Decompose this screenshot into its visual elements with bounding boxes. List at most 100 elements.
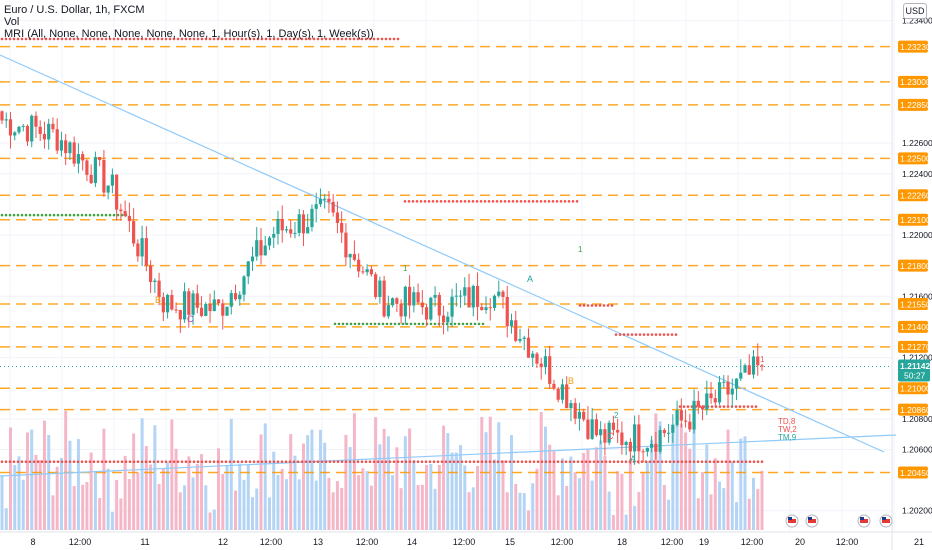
level-tag-bg [898,98,928,111]
mri-dot [56,213,60,217]
level-price-tag: 1.21270 [898,340,931,353]
mri-dot [108,37,112,41]
price-tick-label: 1.22000 [902,230,932,240]
volume-bar [21,479,25,530]
level-price-tag: 1.23230 [898,40,931,53]
mri-dot [484,460,488,464]
volume-bar [420,484,424,530]
volume-bar [374,417,378,530]
mri-dot [160,460,164,464]
mri-dot [292,460,296,464]
mri-dot [594,304,598,307]
mri-dot [365,322,369,326]
candle-body [739,372,743,379]
candle-body [441,315,446,323]
candle-body [165,294,170,313]
time-tick-label: 21 [914,537,924,547]
level-tag-text: 1.21800 [900,261,931,271]
time-axis[interactable]: 8 12:00 11 12 12:00 13 12:00 14 12:00 15 12:00 18 12… [30,537,924,547]
volume-bar [234,490,238,530]
volume-bar [514,483,518,530]
mri-indicator-label[interactable]: MRI (All, None, None, None, None, None, … [4,28,374,40]
volume-bar [548,444,552,530]
candle-body [157,280,161,298]
economic-events[interactable] [785,514,893,528]
volume-bar [391,475,395,530]
candle [212,290,216,312]
mri-dot [670,333,674,336]
candle [747,354,751,375]
mri-dot [156,37,160,41]
economic-event-flag-icon [857,514,871,528]
volume-bar [416,484,420,530]
mri-dot [12,213,16,217]
level-price-tag: 1.20860 [898,403,931,416]
candlesticks[interactable] [0,110,764,465]
mri-dot [405,322,409,326]
mri-dot [36,37,40,41]
mri-dot [20,213,24,217]
candle [658,426,662,454]
mri-dot [676,460,680,464]
mri-dot [560,460,564,464]
mri-dot [535,200,539,203]
mri-dot [404,460,408,464]
candle-body [242,276,246,295]
mri-dot [224,460,228,464]
candle-body [654,443,658,452]
candle [654,431,658,460]
volume-bar [552,451,556,530]
mri-dot [388,37,392,41]
candle-body [709,393,713,399]
price-tick-label: 1.20800 [902,414,932,424]
candle [233,284,238,301]
volume-indicator-label[interactable]: Vol [4,16,20,28]
mri-dot [72,460,76,464]
candle [671,414,675,443]
candle [722,375,726,388]
candle-body [255,240,259,257]
price-axis[interactable]: 1.23400 1.22600 1.22400 1.22000 1.21600 1.212… [898,16,932,516]
volume-bar [641,472,645,530]
level-tag-bg [898,40,928,53]
candle-body [560,384,565,400]
candle [149,260,153,293]
volume-bar [361,468,365,530]
candle [382,275,386,318]
volume-bar [433,488,437,530]
volume-bar [658,421,662,530]
mri-dot [92,37,96,41]
candle-body [34,115,38,127]
candle-body [590,419,594,439]
candle-body [47,123,51,140]
currency-badge[interactable]: USD [903,3,927,19]
volume-bar [306,435,310,530]
candle [221,299,225,330]
mri-dot [337,322,341,326]
symbol-title[interactable]: Euro / U.S. Dollar, 1h, FXCM [4,4,145,16]
mri-dot [88,213,92,217]
candle-body [565,384,569,409]
candle [51,117,55,133]
candle [310,204,314,232]
mri-dot [84,460,88,464]
candle-body [488,307,492,309]
candle-body [454,295,458,297]
mri-dot [268,460,272,464]
volume-bar [72,486,76,530]
candle-body [650,443,654,448]
mri-dot [304,37,308,41]
volume-bar [310,429,314,530]
candle-body [221,303,225,316]
candle-body [518,338,522,341]
mri-dot [680,460,684,464]
candle [8,112,13,149]
candle [429,296,433,322]
candle [178,309,182,333]
mri-dot [132,460,136,464]
mri-dot [472,460,476,464]
level-tag-text: 1.20450 [900,468,931,478]
mri-dot [465,322,469,326]
mri-dot [654,333,658,336]
